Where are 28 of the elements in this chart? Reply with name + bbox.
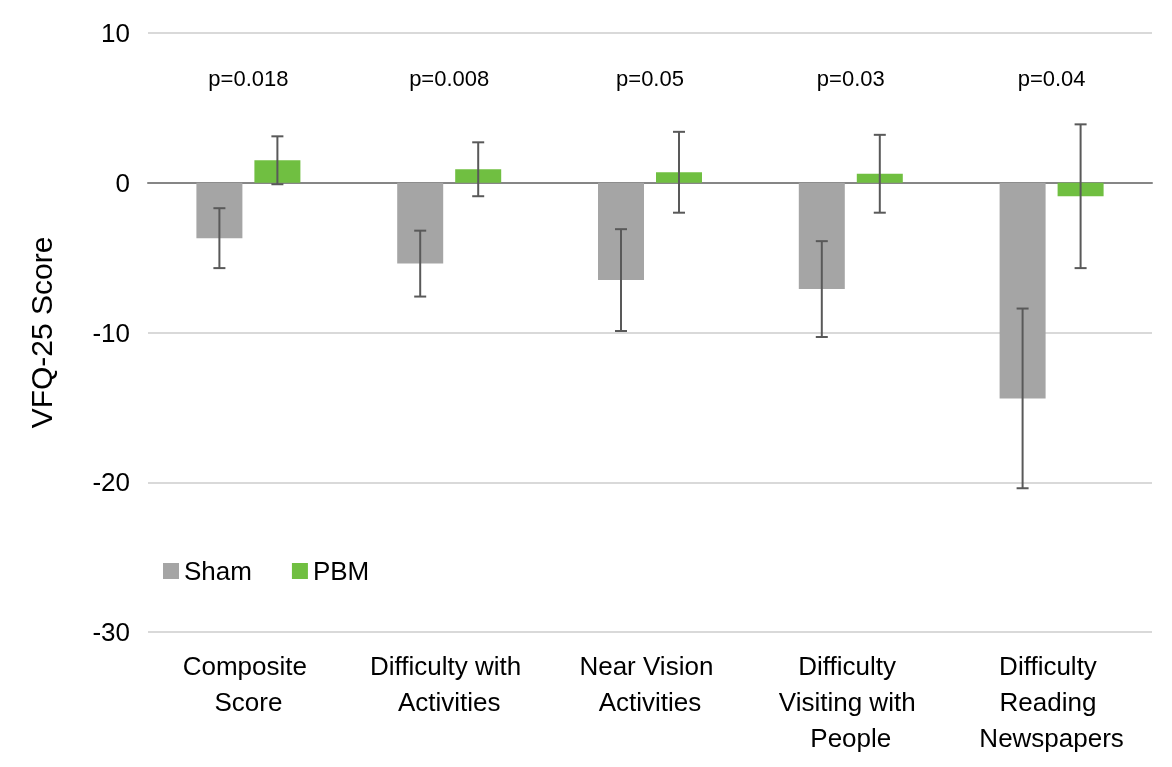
bar [196, 182, 243, 239]
legend-label: Sham [184, 556, 252, 586]
bar [1057, 182, 1104, 197]
y-axis-title: VFQ-25 Score [24, 236, 58, 429]
x-tick-label: Difficulty Reading Newspapers [979, 651, 1124, 753]
x-tick-label: Difficulty Visiting with People [778, 651, 923, 753]
x-tick-label: Difficulty with Activities [369, 651, 529, 717]
bar [397, 182, 444, 264]
x-tick-label: Near Vision Activities [579, 651, 721, 717]
annotation: p=0.04 [1017, 65, 1086, 91]
legend-label: PBM [312, 556, 370, 586]
y-tick-label: 10 [101, 18, 130, 48]
annotation: p=0.05 [616, 65, 684, 91]
x-tick-label: Composite Score [182, 651, 315, 717]
y-tick-label: -30 [92, 617, 130, 647]
bar [798, 182, 845, 290]
annotation: p=0.018 [208, 65, 289, 91]
bar [455, 169, 502, 183]
y-tick-label: 0 [115, 167, 130, 198]
y-tick-label: -10 [92, 317, 130, 348]
bar [254, 160, 301, 183]
annotation: p=0.03 [816, 65, 885, 91]
bar [999, 182, 1046, 399]
bar [856, 173, 903, 183]
annotation: p=0.008 [409, 65, 490, 91]
bar [656, 172, 702, 183]
y-tick-label: -20 [92, 467, 130, 498]
bar [598, 182, 644, 281]
